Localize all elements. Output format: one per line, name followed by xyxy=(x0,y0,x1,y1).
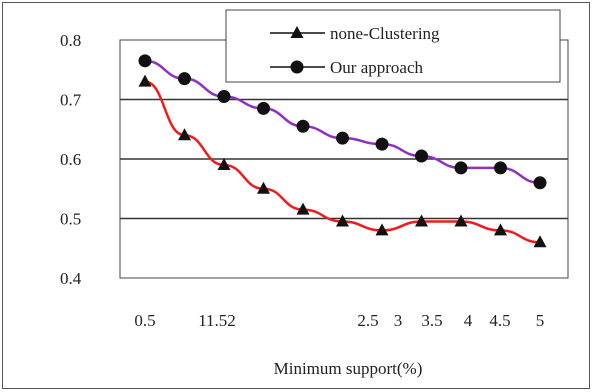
legend: none-Clustering Our approach xyxy=(225,9,561,83)
data-point-circle xyxy=(454,161,468,175)
data-point-circle xyxy=(375,137,389,151)
series-markers xyxy=(138,54,547,248)
legend-label: Our approach xyxy=(330,58,423,77)
data-point-triangle xyxy=(336,214,349,227)
data-point-circle xyxy=(138,54,152,68)
y-axis-ticks: 0.8 0.7 0.6 0.5 0.4 xyxy=(60,31,82,288)
grid-lines xyxy=(120,98,568,220)
data-point-circle xyxy=(178,72,191,86)
y-tick-label: 0.6 xyxy=(60,150,81,169)
data-point-triangle xyxy=(178,128,191,141)
x-tick-label: 4.5 xyxy=(489,311,510,330)
data-point-circle xyxy=(296,119,310,133)
legend-label: none-Clustering xyxy=(330,24,440,43)
y-tick-label: 0.8 xyxy=(60,31,81,50)
x-tick-label: 5 xyxy=(536,311,545,330)
legend-box xyxy=(225,9,561,83)
x-tick-label: 4 xyxy=(464,311,473,330)
legend-circle-icon xyxy=(290,60,304,74)
x-tick-label: 11.52 xyxy=(198,311,236,330)
x-tick-label: 3 xyxy=(394,311,403,330)
x-tick-label: 2.5 xyxy=(357,311,378,330)
x-axis-label: Minimum support(%) xyxy=(274,359,423,378)
data-point-triangle xyxy=(533,235,547,248)
data-point-triangle xyxy=(138,74,152,87)
data-point-triangle xyxy=(217,157,231,170)
data-point-circle xyxy=(415,149,428,163)
x-tick-label: 3.5 xyxy=(421,311,442,330)
data-point-triangle xyxy=(296,202,310,215)
data-point-triangle xyxy=(415,214,428,227)
data-point-triangle xyxy=(494,223,507,236)
data-point-triangle xyxy=(375,223,389,236)
y-tick-label: 0.7 xyxy=(60,91,82,110)
data-point-circle xyxy=(336,131,349,145)
data-point-circle xyxy=(257,101,270,115)
x-tick-label: 0.5 xyxy=(134,311,155,330)
data-point-circle xyxy=(533,176,547,190)
x-axis-ticks: 0.5 11.52 2.5 3 3.5 4 4.5 5 xyxy=(134,311,544,330)
y-tick-label: 0.5 xyxy=(60,210,81,229)
data-point-circle xyxy=(217,90,231,104)
data-point-circle xyxy=(494,161,507,175)
data-point-triangle xyxy=(257,181,270,194)
y-tick-label: 0.4 xyxy=(60,269,82,288)
legend-triangle-icon xyxy=(290,26,304,38)
data-point-triangle xyxy=(454,214,468,227)
